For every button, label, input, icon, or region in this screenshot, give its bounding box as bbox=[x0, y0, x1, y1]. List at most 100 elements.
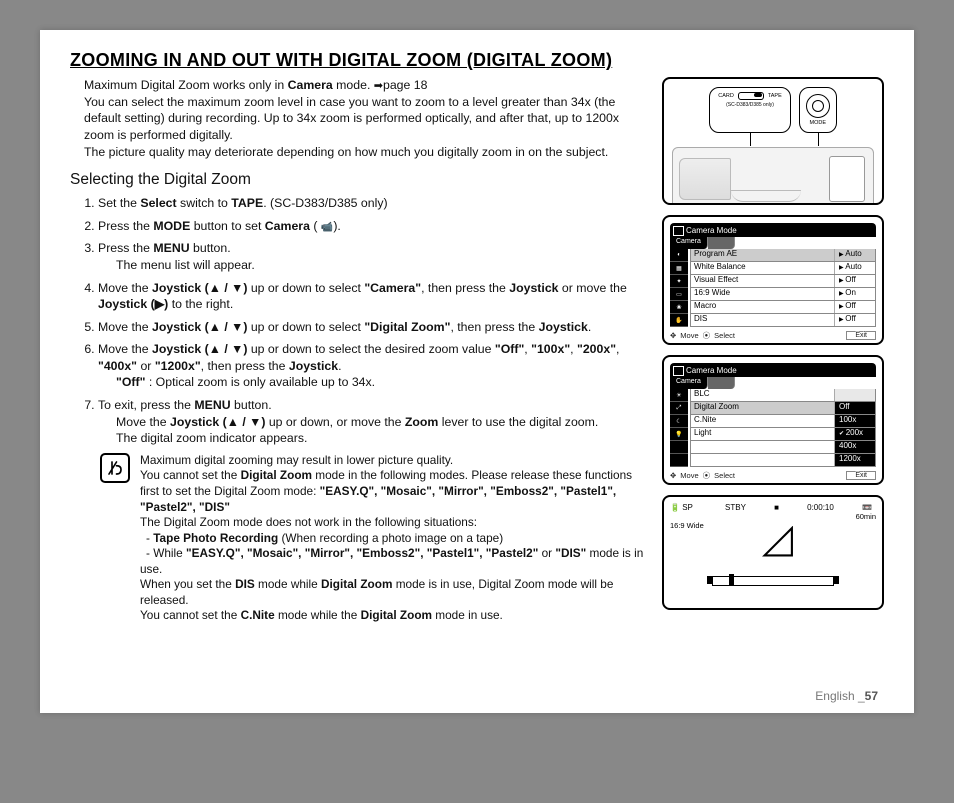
step-2: Press the MODE button to set Camera ( ). bbox=[98, 218, 644, 235]
figures-column: CARDTAPE (SC-D383/D385 only) MODE Camera… bbox=[662, 77, 884, 624]
t: English _ bbox=[815, 689, 864, 703]
time-label: 0:00:10 bbox=[807, 503, 834, 512]
b: "1200x" bbox=[155, 359, 201, 373]
t: The Digital Zoom mode does not work in t… bbox=[140, 515, 477, 529]
stby-label: STBY bbox=[725, 503, 746, 512]
menu-row: DISOff bbox=[690, 314, 876, 327]
b: "100x" bbox=[531, 342, 570, 356]
figure-menu-zoom: Camera Mode Camera ☀⤢☾💡 BLC Digital Zoom… bbox=[662, 355, 884, 485]
tab-camera: Camera bbox=[670, 237, 708, 249]
t: or move the bbox=[559, 281, 627, 295]
step-4: Move the Joystick up or down to select "… bbox=[98, 280, 644, 313]
b: Joystick bbox=[539, 320, 588, 334]
step-3: Press the MENU button. The menu list wil… bbox=[98, 240, 644, 273]
b: Camera bbox=[265, 219, 310, 233]
b: Joystick bbox=[170, 415, 265, 429]
t: ). bbox=[333, 219, 341, 233]
menu-items: BLC Digital ZoomOff C.Nite100x Light200x… bbox=[690, 389, 876, 467]
t: Set the bbox=[98, 196, 140, 210]
intro-text: mode. bbox=[333, 78, 374, 92]
v: 200x bbox=[835, 428, 875, 440]
t: Move the bbox=[116, 415, 170, 429]
b: DIS bbox=[235, 577, 255, 591]
b: Zoom bbox=[405, 415, 438, 429]
menu-row: MacroOff bbox=[690, 301, 876, 314]
t: . (SC-D383/D385 only) bbox=[263, 196, 387, 210]
k: Digital Zoom bbox=[691, 402, 835, 414]
v: 100x bbox=[835, 415, 875, 427]
t: To exit, press the bbox=[98, 398, 194, 412]
v: Off bbox=[835, 301, 875, 313]
t: mode while bbox=[255, 577, 321, 591]
dash: - Tape Photo Recording (When recording a… bbox=[146, 531, 503, 545]
b: Joystick bbox=[289, 359, 338, 373]
t: You cannot set the bbox=[140, 468, 241, 482]
t: . bbox=[338, 359, 341, 373]
t: You cannot set the bbox=[140, 608, 241, 622]
camera-icon bbox=[321, 219, 333, 233]
switch-icon bbox=[738, 92, 764, 100]
label-card: CARD bbox=[718, 93, 734, 99]
v: 1200x bbox=[835, 454, 875, 466]
menu-row: 1200x bbox=[690, 454, 876, 467]
t: mode while the bbox=[275, 608, 361, 622]
b: Joystick bbox=[152, 342, 247, 356]
page-ref-icon bbox=[374, 78, 383, 92]
t: Move bbox=[680, 331, 698, 340]
t: Move the bbox=[98, 342, 152, 356]
b: Tape Photo Recording bbox=[153, 531, 278, 545]
t: up or down, or move the bbox=[265, 415, 404, 429]
figure-status-screen: 🔋 SP STBY ■ 0:00:10 📼 60min 16:9 Wide bbox=[662, 495, 884, 610]
section-title: ZOOMING IN AND OUT WITH DIGITAL ZOOM (DI… bbox=[70, 50, 884, 71]
t: Press the bbox=[98, 241, 153, 255]
exit-label: Exit bbox=[846, 471, 876, 480]
t: , then press the bbox=[201, 359, 289, 373]
k bbox=[691, 454, 835, 466]
note-text: Maximum digital zooming may result in lo… bbox=[140, 453, 644, 624]
substep: The digital zoom indicator appears. bbox=[116, 430, 644, 447]
v: On bbox=[835, 288, 875, 300]
figure-camcorder: CARDTAPE (SC-D383/D385 only) MODE bbox=[662, 77, 884, 205]
v: Auto bbox=[835, 249, 875, 261]
v: Off bbox=[835, 314, 875, 326]
t: (When recording a photo image on a tape) bbox=[278, 531, 503, 545]
b: "Camera" bbox=[364, 281, 421, 295]
b: MENU bbox=[153, 241, 189, 255]
t: lever to use the digital zoom. bbox=[438, 415, 598, 429]
t: switch to bbox=[177, 196, 232, 210]
v bbox=[835, 389, 875, 401]
t: mode in use. bbox=[432, 608, 503, 622]
t: Select bbox=[714, 331, 735, 340]
v: Auto bbox=[835, 262, 875, 274]
intro-text: You can select the maximum zoom level in… bbox=[84, 95, 619, 142]
intro-text: page 18 bbox=[383, 78, 427, 92]
t: or bbox=[137, 359, 155, 373]
menu-items: Program AEAuto White BalanceAuto Visual … bbox=[690, 249, 876, 327]
step-7: To exit, press the MENU button. Move the… bbox=[98, 397, 644, 447]
k bbox=[691, 441, 835, 453]
t: ( bbox=[310, 219, 318, 233]
b: "200x" bbox=[577, 342, 616, 356]
zoom-arrow-icon bbox=[752, 526, 794, 570]
menu-footer: ✥Move ⦿Select Exit bbox=[670, 470, 876, 481]
t: button to set bbox=[190, 219, 265, 233]
k: Light bbox=[691, 428, 835, 440]
b: MODE bbox=[153, 219, 190, 233]
step-5: Move the Joystick up or down to select "… bbox=[98, 319, 644, 336]
dash: - While "EASY.Q", "Mosaic", "Mirror", "E… bbox=[140, 546, 643, 576]
intro-text: The picture quality may deteriorate depe… bbox=[84, 145, 608, 159]
menu-row: Light200x bbox=[690, 428, 876, 441]
t: button. bbox=[190, 241, 231, 255]
t: SP bbox=[682, 503, 693, 512]
menu-row: Program AEAuto bbox=[690, 249, 876, 262]
dial-icon bbox=[806, 94, 830, 118]
substep: The menu list will appear. bbox=[116, 257, 644, 274]
intro-paragraph: Maximum Digital Zoom works only in Camer… bbox=[84, 77, 644, 160]
t: . bbox=[588, 320, 591, 334]
label-mode: MODE bbox=[810, 120, 827, 126]
menu-row: 16:9 WideOn bbox=[690, 288, 876, 301]
camcorder-illustration bbox=[672, 147, 874, 205]
intro-text: Maximum Digital Zoom works only in bbox=[84, 78, 288, 92]
menu-header: Camera Mode bbox=[670, 223, 876, 237]
menu-header: Camera Mode bbox=[670, 363, 876, 377]
